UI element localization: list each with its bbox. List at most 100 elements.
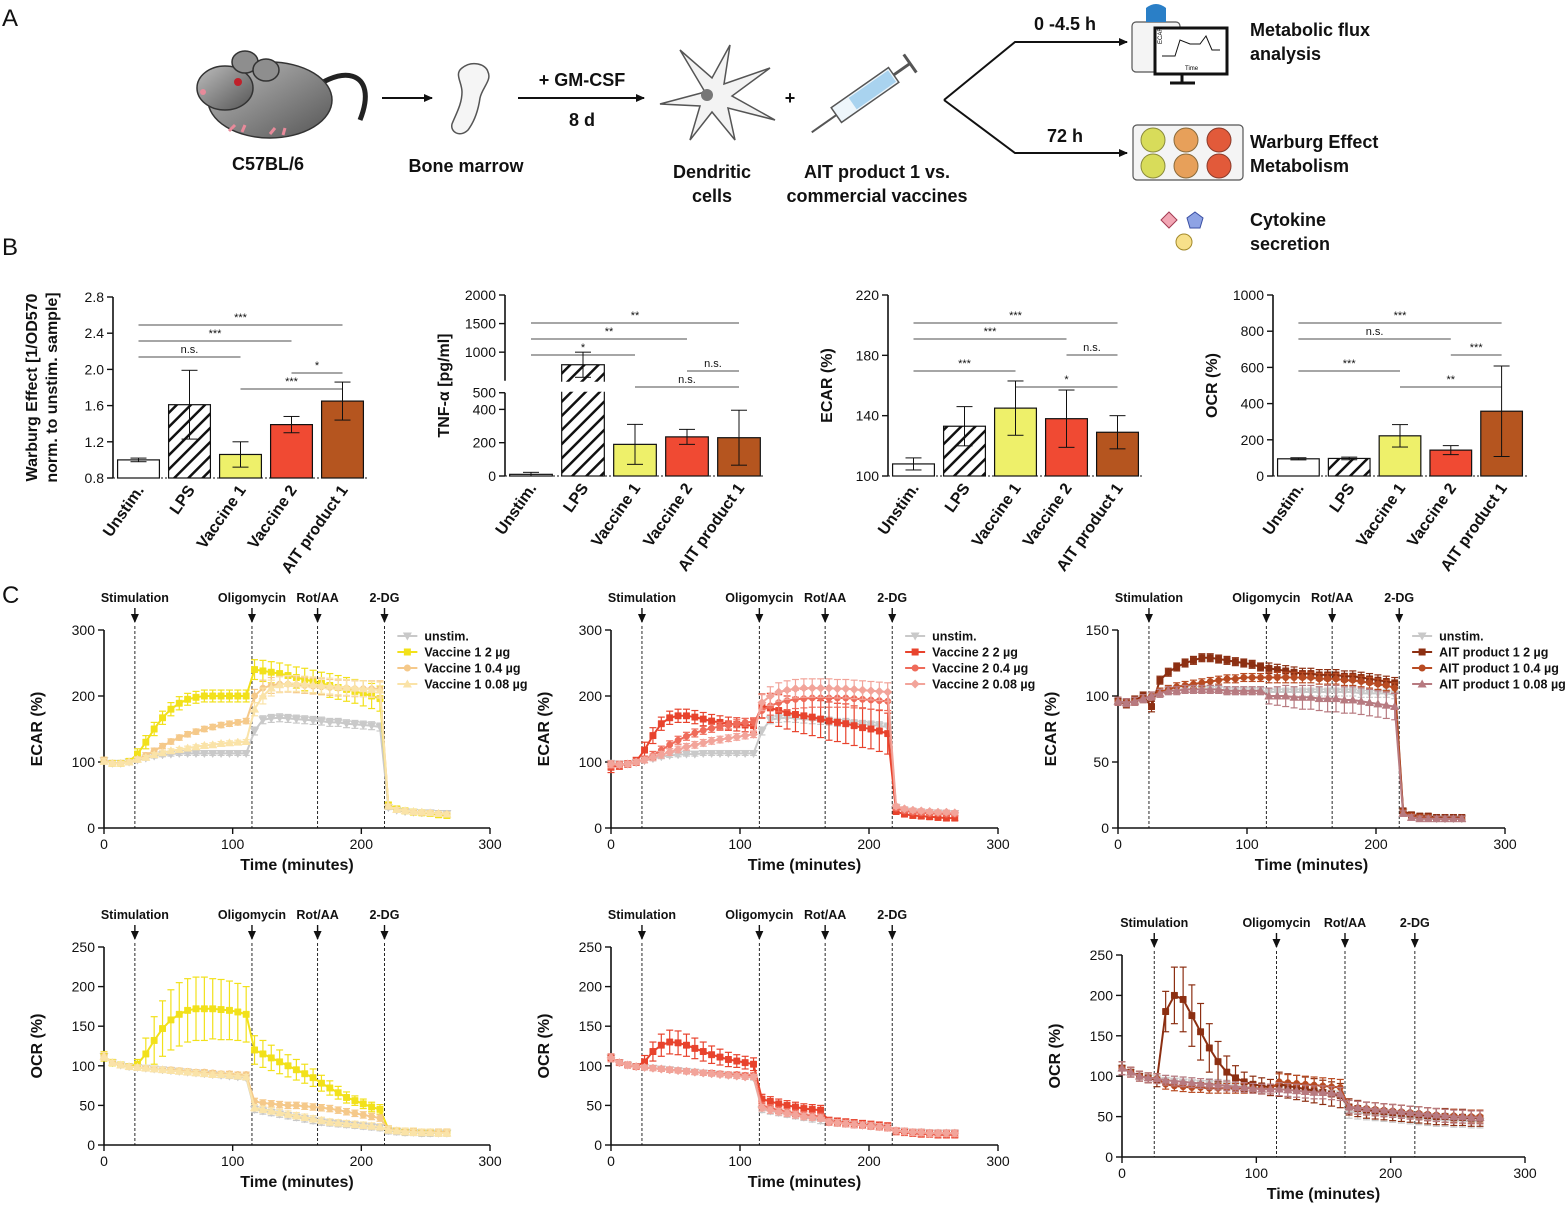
data-point — [1391, 684, 1399, 692]
data-point — [1188, 1012, 1196, 1020]
series-vaccine-1-0-08-g — [99, 674, 452, 818]
data-point — [1324, 675, 1332, 683]
data-point — [698, 738, 708, 748]
data-point — [267, 1100, 275, 1108]
x-tick-label: 100 — [728, 836, 752, 852]
data-point — [167, 1016, 175, 1024]
data-point — [732, 732, 742, 742]
data-point — [283, 1109, 293, 1118]
y-tick-label: 1000 — [1233, 287, 1264, 303]
data-point — [208, 1069, 218, 1078]
data-point — [1331, 693, 1341, 703]
y-tick-label: 1500 — [465, 316, 496, 332]
legend-swatch-marker — [911, 648, 919, 656]
x-tick-label: 200 — [857, 1153, 881, 1169]
y-tick-label: 300 — [579, 622, 603, 638]
y-axis-label: ECAR (%) — [29, 692, 46, 767]
x-tick-label: 0 — [100, 1153, 108, 1169]
data-point — [1255, 686, 1266, 695]
data-point — [358, 721, 368, 730]
bone-illustration — [451, 62, 490, 135]
significance-label: * — [581, 342, 586, 354]
data-point — [1284, 1079, 1292, 1087]
data-point — [276, 1101, 284, 1108]
data-point — [841, 1119, 851, 1129]
legend-swatch-marker — [403, 664, 411, 672]
ecar-ait-line-chart: 0 50 100 150 0 100 200 300 ECAR (%) Time (minutes… — [1043, 591, 1565, 874]
legend-swatch-marker — [403, 648, 411, 656]
data-point — [807, 683, 817, 693]
data-point — [284, 1062, 292, 1070]
data-point — [150, 725, 158, 733]
data-point — [849, 1119, 859, 1129]
data-point — [192, 1005, 200, 1013]
data-point — [1204, 1079, 1214, 1088]
data-point — [1161, 1075, 1171, 1084]
data-point — [1239, 686, 1249, 695]
data-point — [149, 750, 159, 759]
data-point — [226, 692, 233, 700]
series-ait-product-1-0-08-g — [1117, 1061, 1485, 1125]
series-unstim- — [1113, 684, 1467, 824]
data-point — [400, 806, 410, 815]
data-point — [258, 716, 268, 725]
gmcsf-label: + GM-CSF — [539, 70, 626, 90]
dendritic-cell-illustration — [659, 44, 776, 141]
data-point — [251, 666, 258, 674]
legend-label: Vaccine 2 0.08 µg — [932, 678, 1035, 692]
event-label: Stimulation — [608, 591, 676, 605]
legend-label: unstim. — [424, 630, 468, 644]
data-point — [1339, 695, 1350, 704]
category-label: Vaccine 1 — [589, 480, 645, 550]
data-point — [691, 1044, 699, 1052]
data-point — [824, 683, 834, 693]
data-point — [1422, 1109, 1433, 1118]
data-point — [1299, 674, 1306, 681]
event-label: Oligomycin — [218, 591, 286, 605]
data-point — [666, 1038, 674, 1046]
data-point — [708, 724, 716, 732]
category-label: LPS — [167, 482, 199, 518]
series-vaccine-2-0-08-g — [606, 678, 960, 818]
data-point — [1414, 1108, 1424, 1117]
data-point — [141, 752, 151, 761]
data-point — [216, 738, 226, 747]
data-point — [350, 1119, 360, 1128]
data-point — [366, 1121, 377, 1130]
data-point — [1390, 701, 1400, 711]
series-line — [610, 716, 955, 815]
data-point — [242, 717, 250, 725]
data-point — [141, 1063, 151, 1072]
significance-label: n.s. — [678, 374, 696, 386]
data-point — [116, 758, 126, 767]
data-point — [874, 1122, 884, 1132]
data-point — [891, 1126, 901, 1136]
y-tick-label: 150 — [1086, 622, 1110, 638]
cytokine-label-line2: secretion — [1250, 234, 1330, 254]
data-point — [1301, 1080, 1309, 1088]
x-tick-label: 0 — [1118, 1165, 1126, 1181]
data-point — [799, 683, 809, 693]
significance-label: n.s. — [704, 358, 722, 370]
data-point — [800, 712, 808, 720]
data-point — [1148, 703, 1155, 711]
data-point — [132, 1062, 143, 1071]
data-point — [766, 1097, 774, 1105]
data-point — [291, 1110, 301, 1120]
data-point — [816, 1113, 826, 1123]
x-tick-label: 100 — [1245, 1165, 1269, 1181]
data-point — [1405, 1107, 1415, 1117]
legend-label: AIT product 1 0.4 µg — [1439, 662, 1559, 676]
data-point — [1370, 1104, 1380, 1113]
x-tick-label: 200 — [1364, 836, 1388, 852]
data-point — [715, 749, 725, 759]
data-point — [408, 806, 419, 815]
event-label: Oligomycin — [218, 908, 286, 922]
x-tick-label: 0 — [100, 836, 108, 852]
x-tick-label: 100 — [221, 836, 245, 852]
y-tick-label: 100 — [579, 754, 603, 770]
data-point — [1398, 808, 1408, 817]
data-point — [639, 1062, 650, 1072]
bar-unstim- — [116, 459, 161, 479]
y-tick-label: 100 — [72, 754, 96, 770]
